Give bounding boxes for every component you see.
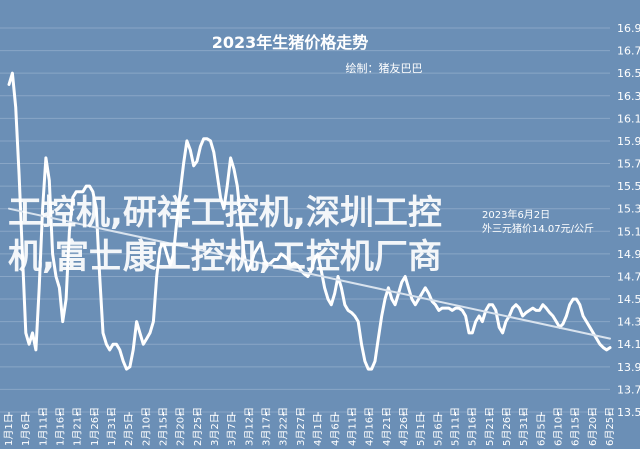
x-tick-label: 1月1日	[3, 413, 15, 446]
y-tick-label: 14.3	[617, 316, 640, 329]
y-tick-label: 16.9	[617, 22, 640, 35]
x-tick-label: 1月26日	[89, 407, 101, 446]
watermark-line-1: 工控机,研祥工控机,深圳工控	[8, 193, 442, 233]
x-tick-label: 3月17日	[261, 407, 273, 446]
x-tick-label: 4月11日	[346, 407, 358, 446]
x-tick-label: 1月6日	[20, 413, 32, 446]
series-layer	[7, 71, 612, 371]
x-tick-label: 3月12日	[243, 407, 255, 446]
y-tick-label: 15.3	[617, 203, 640, 216]
x-tick-label: 1月21日	[72, 407, 84, 446]
x-tick-label: 1月11日	[37, 407, 49, 446]
x-tick-label: 4月21日	[381, 407, 393, 446]
y-tick-label: 13.7	[617, 383, 640, 396]
x-tick-label: 4月1日	[312, 413, 324, 446]
x-tick-label: 2月25日	[192, 407, 204, 446]
annotation-line-2: 外三元猪价14.07元/公斤	[482, 223, 594, 235]
x-tick-label: 3月7日	[226, 413, 238, 446]
x-tick-label: 6月10日	[552, 407, 564, 446]
y-axis-tick-labels: 13.5 13.7 13.9 14.1 14.3 14.5 14.7 14.9 15.1 15.3…	[617, 22, 640, 419]
y-tick-label: 13.5	[617, 406, 640, 419]
x-tick-label: 1月16日	[55, 407, 67, 446]
x-axis-tick-labels: 1月1日 1月6日 1月11日 1月16日 1月21日 1月26日 1月31日 2月5日 2月1…	[3, 407, 616, 446]
x-tick-label: 3月27日	[295, 407, 307, 446]
y-tick-label: 16.5	[617, 67, 640, 80]
y-tick-label: 15.5	[617, 180, 640, 193]
x-tick-label: 4月6日	[329, 413, 341, 446]
x-tick-label: 6月25日	[604, 407, 616, 446]
y-tick-label: 13.9	[617, 361, 640, 374]
x-tick-label: 5月26日	[501, 407, 513, 446]
x-tick-label: 1月31日	[106, 407, 118, 446]
y-tick-label: 14.9	[617, 248, 640, 261]
y-tick-label: 15.1	[617, 225, 640, 238]
y-tick-label: 15.9	[617, 135, 640, 148]
chart-subtitle: 绘制：猪友巴巴	[346, 61, 423, 75]
y-tick-label: 14.5	[617, 293, 640, 306]
y-tick-label: 15.7	[617, 158, 640, 171]
chart-title: 2023年生猪价格走势	[212, 33, 369, 52]
y-tick-label: 16.3	[617, 90, 640, 103]
y-tick-label: 16.1	[617, 112, 640, 125]
x-tick-label: 6月15日	[570, 407, 582, 446]
watermark-line-2: 机,富士康工控机,工控机厂商	[8, 237, 442, 277]
x-tick-label: 5月11日	[449, 407, 461, 446]
y-tick-label: 16.7	[617, 45, 640, 58]
x-tick-label: 4月26日	[398, 407, 410, 446]
x-tick-label: 6月5日	[535, 413, 547, 446]
x-tick-label: 5月16日	[467, 407, 479, 446]
x-tick-label: 2月15日	[158, 407, 170, 446]
x-tick-label: 5月6日	[432, 413, 444, 446]
x-tick-label: 5月21日	[484, 407, 496, 446]
x-tick-label: 3月2日	[209, 413, 221, 446]
x-tick-label: 4月16日	[364, 407, 376, 446]
annotation-line-1: 2023年6月2日	[482, 208, 550, 221]
gridlines	[0, 27, 611, 416]
x-tick-label: 6月20日	[587, 407, 599, 446]
trend-line	[8, 207, 611, 340]
x-tick-label: 5月1日	[415, 413, 427, 446]
y-tick-label: 14.7	[617, 270, 640, 283]
x-tick-label: 3月22日	[278, 407, 290, 446]
x-tick-label: 2月20日	[175, 407, 187, 446]
x-tick-label: 2月5日	[123, 413, 135, 446]
x-tick-label: 2月10日	[140, 407, 152, 446]
y-tick-label: 14.1	[617, 338, 640, 351]
x-tick-label: 5月31日	[518, 407, 530, 446]
